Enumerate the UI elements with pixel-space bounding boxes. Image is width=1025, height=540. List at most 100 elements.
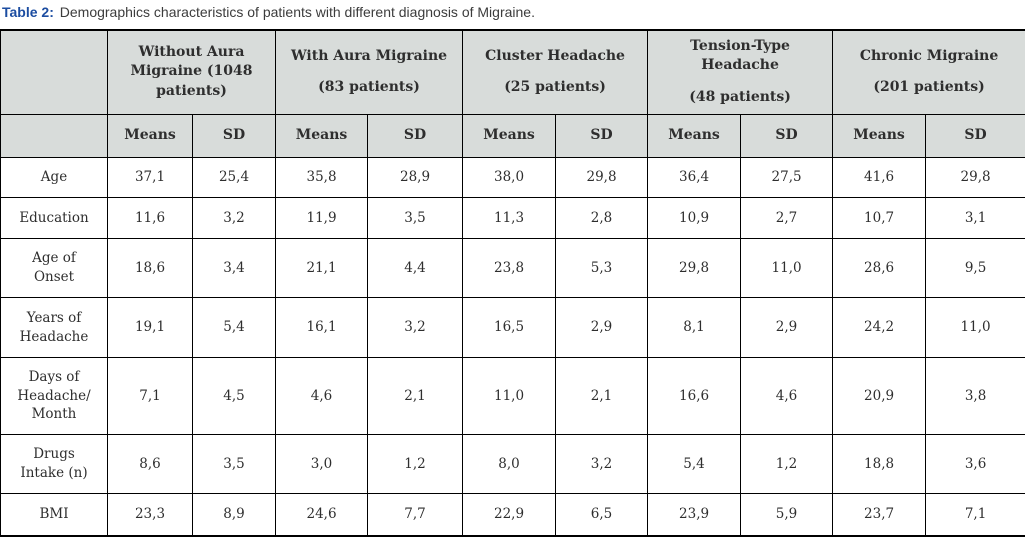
data-cell: 11,3	[462, 197, 557, 239]
data-cell: 23,3	[107, 493, 193, 536]
table-caption-label: Table 2:	[2, 4, 54, 20]
data-cell: 3,8	[925, 357, 1025, 435]
group-header-row: Without Aura Migraine (1048 patients) Wi…	[0, 29, 1025, 115]
table-row-years-of-headache: Years of Headache 19,1 5,4 16,1 3,2 16,5…	[0, 297, 1025, 358]
demographics-table: Without Aura Migraine (1048 patients) Wi…	[0, 28, 1025, 537]
data-cell: 23,7	[832, 493, 927, 536]
subheader-sd: SD	[740, 114, 834, 158]
group-header-tension-type-headache: Tension-Type Headache (48 patients)	[647, 29, 834, 115]
data-cell: 2,9	[555, 297, 649, 358]
subheader-means: Means	[647, 114, 742, 158]
row-label: BMI	[0, 493, 108, 536]
data-cell: 11,0	[925, 297, 1025, 358]
data-cell: 8,1	[647, 297, 742, 358]
data-cell: 2,1	[555, 357, 649, 435]
data-cell: 36,4	[647, 157, 742, 198]
row-label: Years of Headache	[0, 297, 108, 358]
group-header-cluster-headache: Cluster Headache (25 patients)	[462, 29, 649, 115]
data-cell: 24,6	[275, 493, 369, 536]
data-cell: 11,0	[462, 357, 557, 435]
data-cell: 8,9	[191, 493, 277, 536]
group-name: Tension-Type Headache	[690, 37, 790, 74]
data-cell: 3,0	[275, 434, 369, 494]
data-cell: 2,7	[740, 197, 834, 239]
row-label: Age of Onset	[0, 238, 108, 298]
table-row-age-of-onset: Age of Onset 18,6 3,4 21,1 4,4 23,8 5,3 …	[0, 238, 1025, 298]
table-caption-text: Demographics characteristics of patients…	[59, 4, 535, 20]
data-cell: 11,0	[740, 238, 834, 298]
data-cell: 37,1	[107, 157, 193, 198]
group-header-without-aura-migraine: Without Aura Migraine (1048 patients)	[106, 29, 277, 115]
data-cell: 5,4	[191, 297, 277, 358]
group-header-with-aura-migraine: With Aura Migraine (83 patients)	[275, 29, 464, 115]
data-cell: 5,4	[647, 434, 742, 494]
data-cell: 25,4	[191, 157, 277, 198]
subheader-sd: SD	[191, 114, 277, 158]
subheader-means: Means	[275, 114, 369, 158]
data-cell: 29,8	[925, 157, 1025, 198]
subheader-means: Means	[107, 114, 193, 158]
data-cell: 23,9	[647, 493, 742, 536]
data-cell: 21,1	[275, 238, 369, 298]
data-cell: 6,5	[555, 493, 649, 536]
data-cell: 4,4	[367, 238, 464, 298]
data-cell: 29,8	[647, 238, 742, 298]
data-cell: 22,9	[462, 493, 557, 536]
group-patients: (83 patients)	[318, 79, 420, 96]
data-cell: 7,1	[107, 357, 193, 435]
data-cell: 1,2	[367, 434, 464, 494]
data-cell: 29,8	[555, 157, 649, 198]
data-cell: 16,6	[647, 357, 742, 435]
data-cell: 35,8	[275, 157, 369, 198]
group-header-chronic-migraine: Chronic Migraine (201 patients)	[832, 29, 1025, 115]
group-patients: (201 patients)	[873, 79, 985, 96]
data-cell: 3,5	[367, 197, 464, 239]
row-label: Drugs Intake (n)	[0, 434, 108, 494]
data-cell: 4,6	[275, 357, 369, 435]
subheader-sd: SD	[555, 114, 649, 158]
data-cell: 11,6	[107, 197, 193, 239]
table-caption: Table 2: Demographics characteristics of…	[0, 0, 1025, 29]
stub-cell	[0, 114, 108, 158]
data-cell: 3,1	[925, 197, 1025, 239]
group-name: Without Aura Migraine (1048 patients)	[130, 43, 253, 100]
data-cell: 8,6	[107, 434, 193, 494]
data-cell: 38,0	[462, 157, 557, 198]
data-cell: 2,9	[740, 297, 834, 358]
data-cell: 18,6	[107, 238, 193, 298]
data-cell: 4,6	[740, 357, 834, 435]
data-cell: 9,5	[925, 238, 1025, 298]
data-cell: 27,5	[740, 157, 834, 198]
corner-cell	[0, 29, 108, 115]
data-cell: 3,4	[191, 238, 277, 298]
data-cell: 20,9	[832, 357, 927, 435]
data-cell: 2,8	[555, 197, 649, 239]
data-cell: 2,1	[367, 357, 464, 435]
data-cell: 23,8	[462, 238, 557, 298]
subheader-sd: SD	[925, 114, 1025, 158]
data-cell: 5,3	[555, 238, 649, 298]
data-cell: 11,9	[275, 197, 369, 239]
data-cell: 18,8	[832, 434, 927, 494]
subheader-means: Means	[462, 114, 557, 158]
data-cell: 10,9	[647, 197, 742, 239]
group-name: Cluster Headache	[485, 47, 625, 64]
group-name: Chronic Migraine	[859, 47, 999, 64]
data-cell: 1,2	[740, 434, 834, 494]
row-label: Days of Headache/ Month	[0, 357, 108, 435]
data-cell: 24,2	[832, 297, 927, 358]
data-cell: 16,5	[462, 297, 557, 358]
data-cell: 3,6	[925, 434, 1025, 494]
data-cell: 16,1	[275, 297, 369, 358]
data-cell: 28,6	[832, 238, 927, 298]
table-row-education: Education 11,6 3,2 11,9 3,5 11,3 2,8 10,…	[0, 197, 1025, 239]
subheader-row: Means SD Means SD Means SD Means SD Mean…	[0, 114, 1025, 158]
data-cell: 3,5	[191, 434, 277, 494]
group-patients: (48 patients)	[689, 89, 791, 106]
data-cell: 3,2	[191, 197, 277, 239]
table-row-drugs-intake: Drugs Intake (n) 8,6 3,5 3,0 1,2 8,0 3,2…	[0, 434, 1025, 494]
data-cell: 3,2	[367, 297, 464, 358]
data-cell: 7,1	[925, 493, 1025, 536]
table-row-age: Age 37,1 25,4 35,8 28,9 38,0 29,8 36,4 2…	[0, 157, 1025, 198]
row-label: Education	[0, 197, 108, 239]
